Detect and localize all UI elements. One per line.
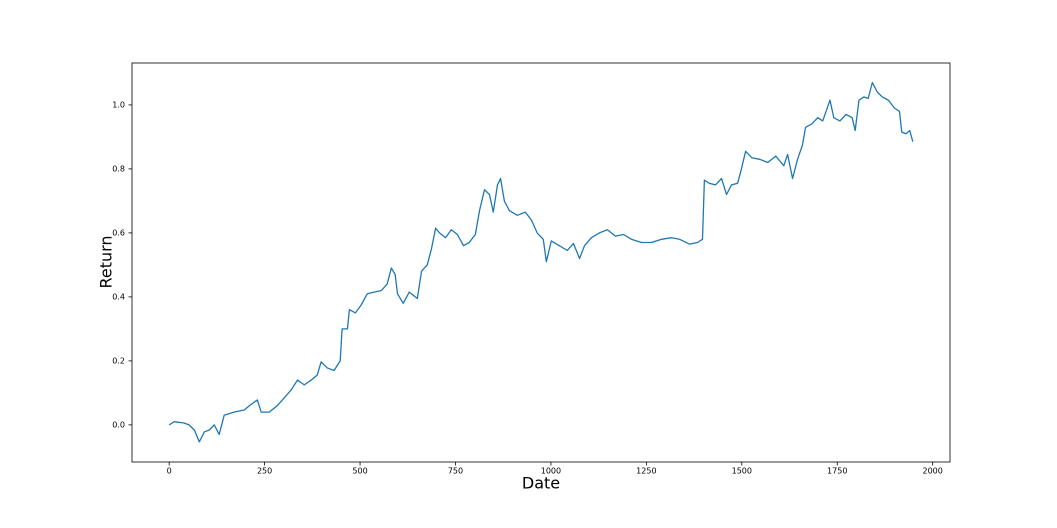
x-tick-label: 500 (352, 467, 367, 476)
x-tick-label: 2000 (922, 467, 942, 476)
x-tick-label: 1750 (827, 467, 847, 476)
y-tick-label: 0.8 (112, 164, 125, 173)
y-tick-label: 0.0 (112, 420, 125, 429)
x-tick-label: 1250 (636, 467, 656, 476)
x-tick-label: 250 (257, 467, 272, 476)
x-tick-label: 750 (448, 467, 463, 476)
axes-frame (131, 62, 951, 463)
x-tick-label: 0 (167, 467, 172, 476)
y-axis-label: Return (97, 235, 116, 288)
y-tick-label: 0.4 (112, 292, 125, 301)
y-tick-label: 0.2 (112, 356, 125, 365)
x-tick-label: 1000 (541, 467, 561, 476)
data-line (168, 81, 914, 443)
x-tick-label: 1500 (732, 467, 752, 476)
y-tick-label: 1.0 (112, 100, 125, 109)
y-tick-label: 0.6 (112, 228, 125, 237)
x-axis-label: Date (522, 474, 560, 493)
